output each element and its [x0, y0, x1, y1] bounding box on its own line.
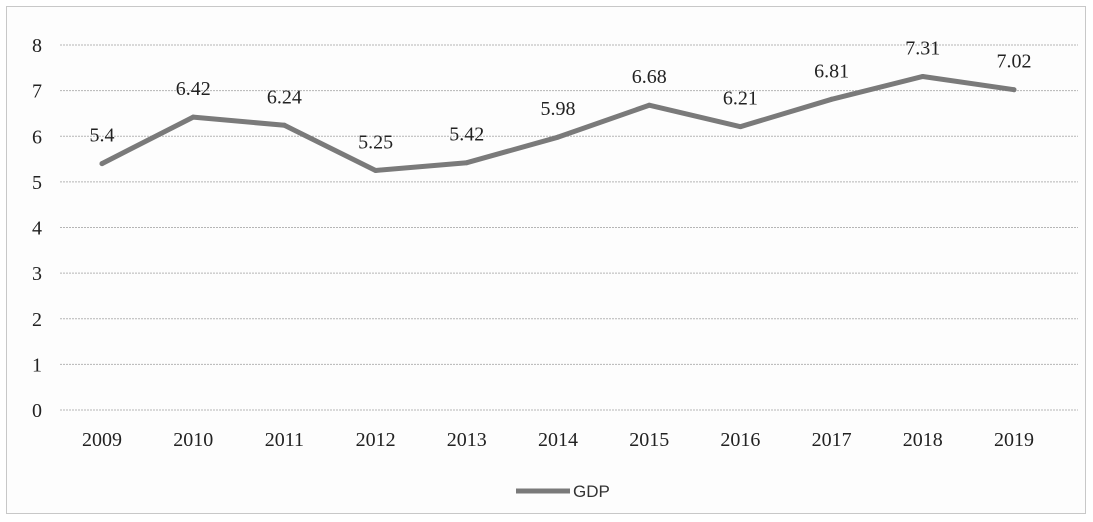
data-point — [920, 73, 926, 79]
data-label: 6.42 — [176, 78, 211, 100]
y-tick-label: 2 — [32, 309, 42, 331]
data-label: 6.68 — [632, 66, 667, 88]
x-tick-label: 2015 — [629, 429, 669, 451]
data-point — [99, 161, 105, 167]
y-axis-ticks: 0 1 2 3 4 5 6 7 8 — [32, 35, 42, 422]
data-point — [555, 134, 561, 140]
x-tick-label: 2018 — [903, 429, 943, 451]
y-tick-label: 6 — [32, 126, 42, 148]
data-label: 7.31 — [905, 37, 940, 59]
y-tick-label: 7 — [32, 81, 42, 103]
data-label: 6.24 — [267, 86, 302, 108]
y-tick-label: 5 — [32, 172, 42, 194]
data-label: 5.42 — [449, 124, 484, 146]
data-label: 6.21 — [723, 88, 758, 110]
series-layer — [99, 73, 1017, 173]
x-tick-label: 2017 — [812, 429, 852, 451]
x-tick-label: 2012 — [356, 429, 396, 451]
x-tick-label: 2016 — [720, 429, 760, 451]
x-tick-label: 2013 — [447, 429, 487, 451]
data-point — [281, 122, 287, 128]
data-point — [190, 114, 196, 120]
data-labels: 5.4 6.42 6.24 5.25 5.42 5.98 6.68 6.21 6.81 7.31 7… — [90, 37, 1032, 153]
x-axis-ticks: 2009 2010 2011 2012 2013 2014 2015 2016 2017 2018… — [82, 429, 1034, 451]
data-point — [373, 167, 379, 173]
data-label: 5.98 — [541, 98, 576, 120]
data-point — [464, 160, 470, 166]
data-point — [646, 102, 652, 108]
x-tick-label: 2014 — [538, 429, 578, 451]
x-tick-label: 2019 — [994, 429, 1034, 451]
legend-label-gdp: GDP — [573, 482, 610, 501]
data-label: 5.4 — [90, 125, 115, 147]
y-tick-label: 0 — [32, 400, 42, 422]
data-point — [829, 96, 835, 102]
x-tick-label: 2009 — [82, 429, 122, 451]
data-label: 6.81 — [814, 60, 849, 82]
grid-layer — [60, 44, 1078, 411]
legend: GDP — [516, 482, 610, 501]
y-tick-label: 8 — [32, 35, 42, 57]
data-point — [737, 124, 743, 130]
data-label: 7.02 — [997, 51, 1032, 73]
data-label: 5.25 — [358, 131, 393, 153]
data-point — [1011, 87, 1017, 93]
y-tick-label: 3 — [32, 263, 42, 285]
x-tick-label: 2010 — [173, 429, 213, 451]
y-tick-label: 1 — [32, 354, 42, 376]
x-tick-label: 2011 — [265, 429, 304, 451]
y-tick-label: 4 — [32, 218, 42, 240]
